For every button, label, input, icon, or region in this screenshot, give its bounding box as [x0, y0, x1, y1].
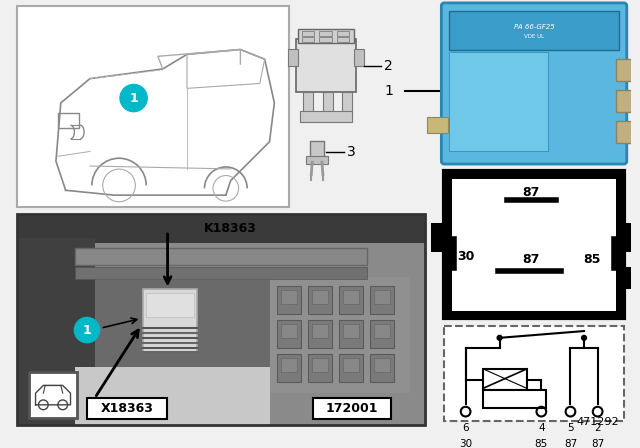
Bar: [622, 267, 634, 289]
Bar: [76, 248, 367, 265]
Bar: [343, 358, 359, 372]
Bar: [374, 290, 390, 304]
Bar: [58, 112, 79, 128]
Bar: [319, 37, 332, 42]
Bar: [277, 320, 301, 348]
Bar: [269, 277, 410, 393]
Bar: [310, 141, 324, 162]
Bar: [622, 223, 637, 252]
Bar: [308, 320, 332, 348]
Bar: [616, 90, 640, 112]
Bar: [427, 117, 448, 133]
Bar: [312, 324, 328, 338]
Bar: [444, 326, 624, 421]
Text: 1: 1: [385, 84, 394, 98]
Bar: [76, 367, 269, 425]
Bar: [17, 214, 425, 425]
Text: 30: 30: [457, 250, 474, 263]
Text: 2: 2: [595, 423, 601, 433]
Text: 87: 87: [522, 253, 539, 266]
Circle shape: [582, 336, 586, 340]
Bar: [301, 31, 314, 36]
Text: 6: 6: [462, 423, 469, 433]
Bar: [281, 290, 297, 304]
Text: 30: 30: [459, 439, 472, 448]
Bar: [616, 59, 640, 81]
Bar: [87, 398, 166, 419]
Text: 3: 3: [347, 146, 356, 159]
Bar: [308, 354, 332, 382]
Text: K18363: K18363: [204, 222, 257, 235]
Bar: [319, 31, 332, 36]
Bar: [431, 223, 446, 252]
Text: 4: 4: [538, 423, 545, 433]
Bar: [76, 267, 367, 279]
Bar: [483, 369, 527, 390]
Bar: [449, 52, 548, 151]
Text: 1: 1: [129, 91, 138, 104]
Bar: [17, 238, 95, 425]
Bar: [337, 31, 349, 36]
Bar: [303, 92, 313, 114]
Text: 87: 87: [591, 439, 604, 448]
Bar: [323, 92, 333, 114]
Bar: [307, 156, 328, 164]
Bar: [337, 37, 349, 42]
Bar: [339, 320, 363, 348]
Text: 2: 2: [384, 59, 393, 73]
Text: 172001: 172001: [326, 402, 378, 415]
Bar: [354, 48, 364, 66]
Bar: [343, 290, 359, 304]
Bar: [371, 320, 394, 348]
Bar: [143, 289, 196, 353]
Bar: [277, 354, 301, 382]
Bar: [342, 92, 352, 114]
Bar: [298, 29, 354, 43]
Bar: [277, 286, 301, 314]
Text: 87: 87: [522, 186, 539, 199]
Bar: [281, 358, 297, 372]
Bar: [343, 324, 359, 338]
Bar: [444, 171, 624, 319]
Circle shape: [497, 336, 502, 340]
Bar: [371, 286, 394, 314]
Text: 1: 1: [83, 323, 92, 336]
Bar: [17, 214, 425, 425]
Bar: [146, 293, 194, 318]
Bar: [29, 372, 77, 418]
Text: X18363: X18363: [100, 402, 153, 415]
Bar: [483, 390, 546, 408]
Bar: [449, 11, 619, 50]
Bar: [281, 324, 297, 338]
Bar: [95, 280, 269, 367]
Text: 87: 87: [564, 439, 577, 448]
Bar: [312, 358, 328, 372]
Bar: [17, 214, 425, 243]
Text: 5: 5: [567, 423, 574, 433]
Bar: [17, 6, 289, 207]
Text: PA 66-GF25: PA 66-GF25: [514, 24, 554, 30]
Bar: [339, 354, 363, 382]
Bar: [308, 286, 332, 314]
Bar: [300, 111, 352, 122]
Bar: [452, 179, 616, 310]
Bar: [296, 39, 356, 92]
Circle shape: [120, 85, 147, 112]
Text: 85: 85: [534, 439, 548, 448]
Text: VDE UL: VDE UL: [524, 34, 544, 39]
Bar: [374, 324, 390, 338]
Bar: [374, 358, 390, 372]
Text: 471292: 471292: [577, 417, 619, 427]
Bar: [371, 354, 394, 382]
Bar: [312, 290, 328, 304]
FancyBboxPatch shape: [442, 3, 627, 164]
Bar: [339, 286, 363, 314]
Text: 85: 85: [583, 253, 600, 266]
Bar: [313, 398, 391, 419]
Circle shape: [74, 318, 100, 343]
Bar: [288, 48, 298, 66]
Bar: [616, 121, 640, 143]
Bar: [301, 37, 314, 42]
